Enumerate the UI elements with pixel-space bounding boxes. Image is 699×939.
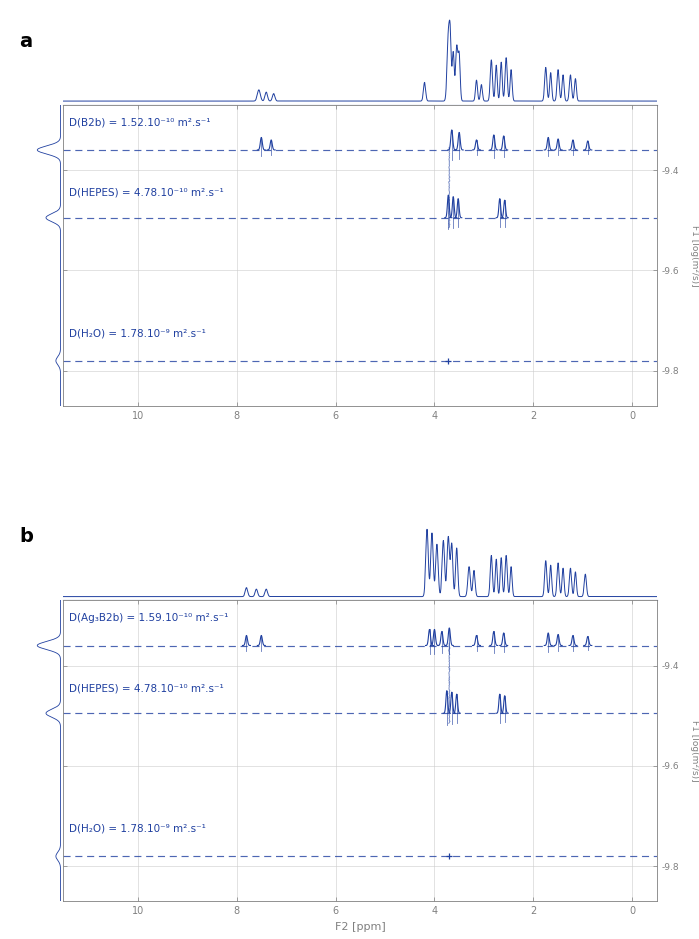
X-axis label: F2 [ppm]: F2 [ppm] — [335, 922, 386, 931]
Text: D(HEPES) = 4.78.10⁻¹⁰ m².s⁻¹: D(HEPES) = 4.78.10⁻¹⁰ m².s⁻¹ — [69, 188, 224, 197]
Text: D(HEPES) = 4.78.10⁻¹⁰ m².s⁻¹: D(HEPES) = 4.78.10⁻¹⁰ m².s⁻¹ — [69, 684, 224, 693]
Y-axis label: F1 [log(m²/s)]: F1 [log(m²/s)] — [690, 224, 699, 286]
Y-axis label: F1 [log(m²/s)]: F1 [log(m²/s)] — [690, 720, 699, 781]
Text: D(B2b) = 1.52.10⁻¹⁰ m².s⁻¹: D(B2b) = 1.52.10⁻¹⁰ m².s⁻¹ — [69, 117, 211, 128]
Text: b: b — [19, 527, 33, 546]
Text: D(H₂O) = 1.78.10⁻⁹ m².s⁻¹: D(H₂O) = 1.78.10⁻⁹ m².s⁻¹ — [69, 328, 206, 338]
Text: D(Ag₃B2b) = 1.59.10⁻¹⁰ m².s⁻¹: D(Ag₃B2b) = 1.59.10⁻¹⁰ m².s⁻¹ — [69, 613, 229, 623]
Text: a: a — [19, 32, 32, 51]
Text: D(H₂O) = 1.78.10⁻⁹ m².s⁻¹: D(H₂O) = 1.78.10⁻⁹ m².s⁻¹ — [69, 824, 206, 834]
